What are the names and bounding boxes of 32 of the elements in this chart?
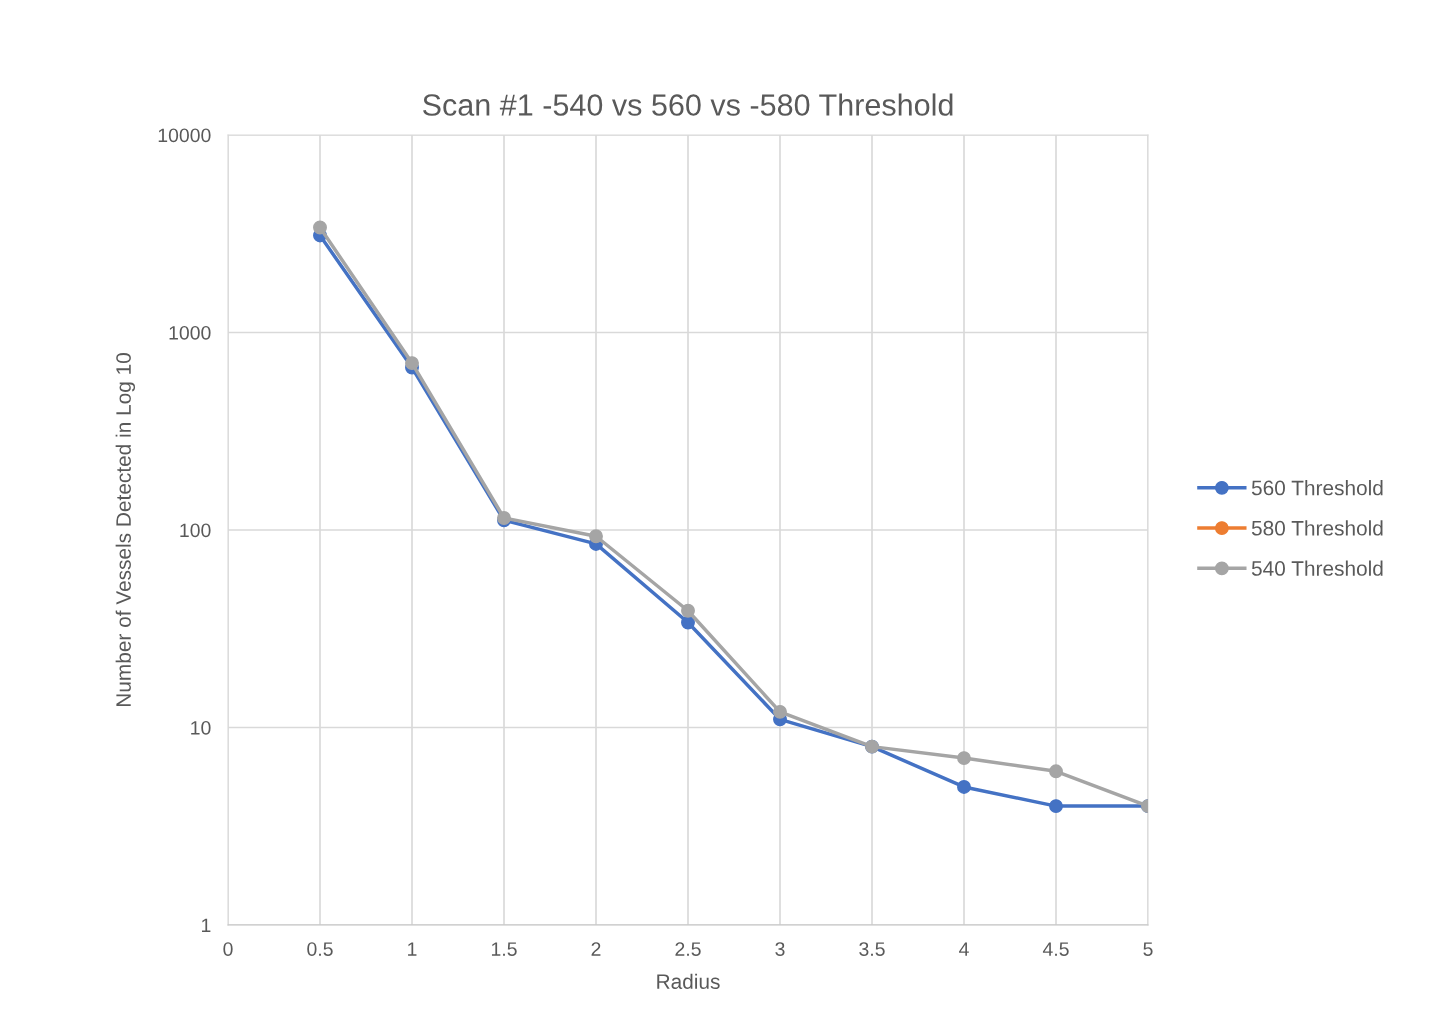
y-tick-label: 10 bbox=[191, 720, 211, 735]
x-tick-label: 0 bbox=[223, 942, 233, 956]
x-tick-label: 2 bbox=[591, 942, 601, 956]
point bbox=[681, 615, 695, 630]
point bbox=[589, 529, 603, 544]
x-axis-title: Radius bbox=[657, 973, 720, 989]
x-tick-label: 5 bbox=[1143, 942, 1153, 956]
y-tick-label: 100 bbox=[180, 523, 211, 538]
point bbox=[773, 704, 787, 719]
x-tick-label: 4.5 bbox=[1042, 942, 1069, 956]
legend-label: 560 Threshold bbox=[1251, 480, 1383, 496]
legend-label: 540 Threshold bbox=[1251, 560, 1383, 576]
chart-title: Scan #1 -540 vs 560 vs -580 Threshold bbox=[423, 93, 953, 116]
point bbox=[957, 780, 971, 794]
y-tick-label: 1 bbox=[202, 918, 211, 933]
x-tick-label: 0.5 bbox=[307, 942, 333, 956]
point bbox=[957, 751, 971, 766]
x-tick-label: 2.5 bbox=[675, 942, 701, 956]
y-axis-title: Number of Vessels Detected in Log 10 bbox=[115, 353, 136, 707]
x-tick-label: 4 bbox=[959, 942, 969, 956]
point bbox=[1049, 764, 1063, 779]
point bbox=[405, 356, 419, 371]
x-tick-label: 1.5 bbox=[491, 942, 517, 956]
x-tick-label: 1 bbox=[408, 942, 417, 956]
point bbox=[681, 603, 695, 618]
y-tick-label: 1000 bbox=[169, 325, 211, 340]
legend-label: 580 Threshold bbox=[1251, 520, 1383, 536]
x-tick-label: 3.5 bbox=[859, 942, 885, 956]
x-tick-label: 3 bbox=[775, 942, 785, 956]
point bbox=[1049, 799, 1063, 814]
y-tick-label: 10000 bbox=[158, 128, 211, 143]
point bbox=[313, 220, 327, 235]
